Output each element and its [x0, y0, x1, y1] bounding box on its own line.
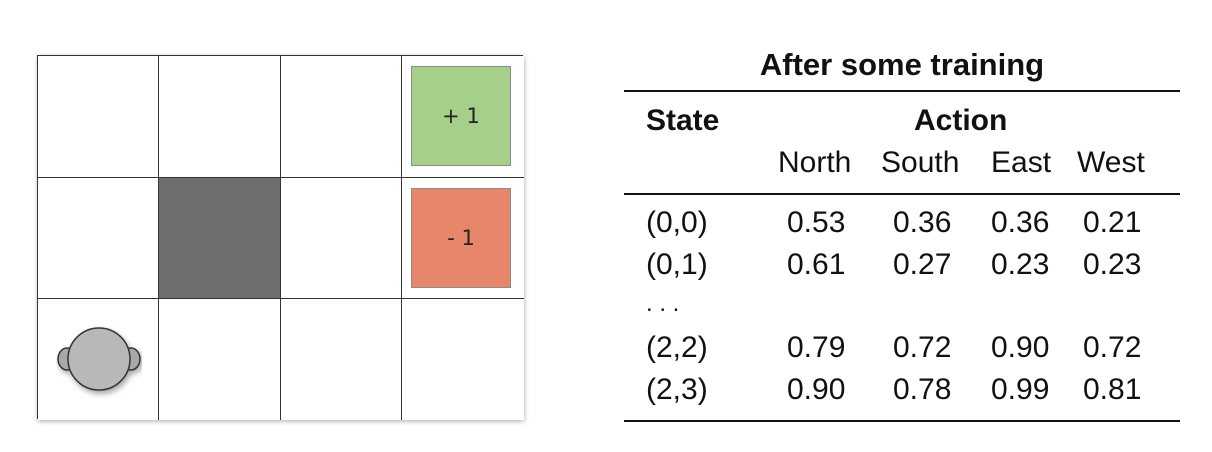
action-label-east: East: [991, 146, 1052, 179]
q-value: 0.27: [893, 248, 952, 281]
grid-cell-0-1: [159, 56, 281, 178]
grid-cell-2-0: [38, 299, 159, 420]
q-value: 0.81: [1083, 373, 1142, 406]
grid-cell-2-1: [159, 299, 281, 420]
bottom-rule: [624, 420, 1180, 422]
grid-cell-0-2: [281, 56, 402, 178]
gridworld: + 1 - 1: [37, 55, 524, 420]
state-label: (2,3): [646, 373, 708, 406]
action-label-south: South: [881, 146, 960, 179]
action-label-north: North: [778, 146, 852, 179]
q-value: 0.23: [1083, 248, 1142, 281]
q-value: 0.78: [893, 373, 952, 406]
q-value: 0.90: [787, 373, 846, 406]
positive-reward-terminal: + 1: [411, 66, 511, 166]
state-header: State: [646, 104, 720, 137]
q-value: 0.53: [787, 206, 846, 239]
grid-cell-0-0: [38, 56, 159, 178]
q-value: 0.72: [1083, 331, 1142, 364]
q-value: 0.21: [1083, 206, 1142, 239]
header-rule: [624, 193, 1180, 195]
q-value: 0.23: [991, 248, 1050, 281]
state-label: (2,2): [646, 331, 708, 364]
robot-icon: [57, 327, 141, 391]
top-rule: [624, 90, 1180, 92]
grid-cell-0-3: + 1: [402, 56, 524, 178]
q-table: After some training State Action North S…: [624, 40, 1180, 430]
q-value: 0.99: [991, 373, 1050, 406]
q-value: 0.36: [991, 206, 1050, 239]
wall-cell: [159, 178, 281, 299]
q-value: 0.90: [991, 331, 1050, 364]
grid-cell-1-0: [38, 178, 159, 299]
q-value: 0.72: [893, 331, 952, 364]
table-title: After some training: [759, 47, 1045, 82]
action-header: Action: [914, 104, 1008, 137]
q-value: 0.61: [787, 248, 846, 281]
action-label-west: West: [1077, 146, 1145, 179]
ellipsis-row: . . .: [646, 290, 680, 317]
grid-cell-1-2: [281, 178, 402, 299]
q-value: 0.36: [893, 206, 952, 239]
negative-reward-terminal: - 1: [411, 188, 511, 288]
q-value: 0.79: [787, 331, 846, 364]
grid-cell-2-3: [402, 299, 524, 420]
grid-cell-1-3: - 1: [402, 178, 524, 299]
grid-cell-2-2: [281, 299, 402, 420]
state-label: (0,1): [646, 248, 708, 281]
state-label: (0,0): [646, 206, 708, 239]
